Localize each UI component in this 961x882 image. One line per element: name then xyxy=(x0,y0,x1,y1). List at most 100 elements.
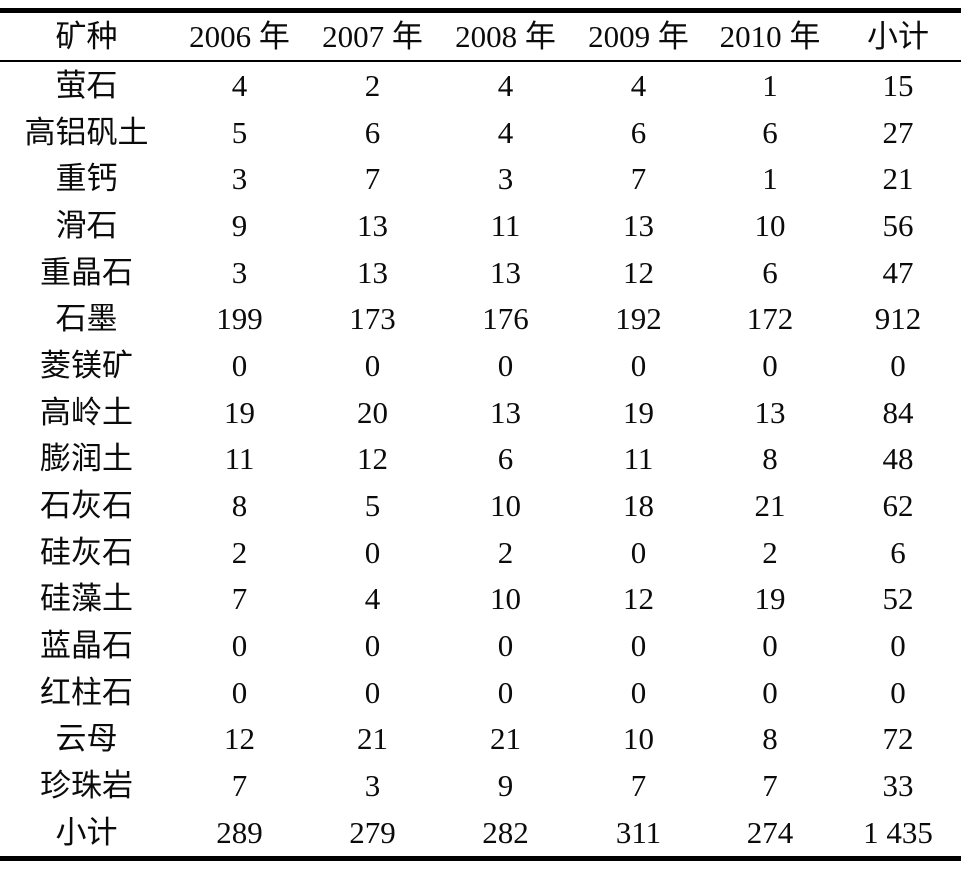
value-cell: 5 xyxy=(364,488,381,524)
value-cell: 47 xyxy=(882,254,914,290)
mineral-name-cell: 高岭土 xyxy=(40,394,133,430)
table-row: 蓝晶石 0 0 0 0 0 0 xyxy=(0,622,961,669)
value-cell: 10 xyxy=(490,581,521,617)
table-row: 高岭土 19 20 13 19 13 84 xyxy=(0,389,961,436)
mineral-name-cell: 石灰石 xyxy=(40,488,133,524)
table-row: 重晶石 3 13 13 12 6 47 xyxy=(0,249,961,296)
value-cell: 12 xyxy=(623,581,654,617)
value-cell: 173 xyxy=(349,301,396,337)
value-cell: 4 xyxy=(497,114,514,150)
value-cell: 18 xyxy=(623,488,654,524)
value-cell: 0 xyxy=(231,347,248,383)
value-cell: 0 xyxy=(497,347,514,383)
table-row: 云母 12 21 21 10 8 72 xyxy=(0,716,961,763)
value-cell: 3 xyxy=(231,161,248,197)
table-row: 硅藻土 7 4 10 12 19 52 xyxy=(0,576,961,623)
mineral-name-cell: 红柱石 xyxy=(40,674,133,710)
mineral-name-cell: 珍珠岩 xyxy=(40,768,133,804)
value-cell: 20 xyxy=(357,394,388,430)
header-mineral-type: 矿种 xyxy=(0,10,173,62)
value-cell: 6 xyxy=(890,534,906,570)
value-cell: 274 xyxy=(746,815,794,850)
value-cell: 282 xyxy=(482,815,529,850)
value-cell: 13 xyxy=(754,394,786,430)
header-year-2008: 2008 年 xyxy=(439,10,572,62)
mineral-name-cell: 小计 xyxy=(55,815,118,850)
value-cell: 11 xyxy=(623,441,654,477)
mineral-name-cell: 高铝矾土 xyxy=(24,114,149,150)
value-cell: 6 xyxy=(497,441,514,477)
value-cell: 912 xyxy=(874,301,922,337)
value-cell: 13 xyxy=(623,207,654,243)
table-body: 萤石 4 2 4 4 1 15 高铝矾土 5 6 4 6 6 27 重钙 3 7 3 7 1 21 滑石 9 13 11 13 10… xyxy=(0,61,961,859)
value-cell: 9 xyxy=(231,207,248,243)
value-cell: 21 xyxy=(754,488,786,524)
mineral-name-cell: 重钙 xyxy=(55,161,118,197)
mineral-name-cell: 滑石 xyxy=(55,207,118,243)
value-cell: 2 xyxy=(364,67,381,103)
mineral-name-cell: 云母 xyxy=(55,721,118,757)
value-cell: 0 xyxy=(231,674,248,710)
value-cell: 0 xyxy=(630,674,647,710)
value-cell: 4 xyxy=(364,581,381,617)
value-cell: 3 xyxy=(364,768,381,804)
value-cell: 12 xyxy=(357,441,388,477)
value-cell: 19 xyxy=(224,394,255,430)
value-cell: 7 xyxy=(762,768,778,804)
value-cell: 6 xyxy=(762,114,778,150)
value-cell: 13 xyxy=(357,254,388,290)
header-year-2009: 2009 年 xyxy=(572,10,705,62)
table-row: 高铝矾土 5 6 4 6 6 27 xyxy=(0,109,961,156)
value-cell: 199 xyxy=(216,301,263,337)
value-cell: 7 xyxy=(630,161,647,197)
value-cell: 1 xyxy=(762,161,778,197)
header-year-2010: 2010 年 xyxy=(705,10,835,62)
value-cell: 19 xyxy=(623,394,654,430)
value-cell: 10 xyxy=(623,721,654,757)
header-year-2006: 2006 年 xyxy=(173,10,306,62)
value-cell: 8 xyxy=(231,488,248,524)
value-cell: 311 xyxy=(615,815,662,850)
mineral-name-cell: 石墨 xyxy=(55,301,118,337)
value-cell: 279 xyxy=(349,815,396,850)
value-cell: 176 xyxy=(482,301,529,337)
mineral-name-cell: 重晶石 xyxy=(40,254,133,290)
value-cell: 2 xyxy=(231,534,248,570)
value-cell: 21 xyxy=(357,721,388,757)
value-cell: 13 xyxy=(357,207,388,243)
value-cell: 11 xyxy=(224,441,255,477)
value-cell: 172 xyxy=(746,301,794,337)
value-cell: 7 xyxy=(630,768,647,804)
value-cell: 4 xyxy=(231,67,248,103)
table-row: 菱镁矿 0 0 0 0 0 0 xyxy=(0,342,961,389)
table-row: 珍珠岩 7 3 9 7 7 33 xyxy=(0,762,961,809)
table-row: 石墨 199 173 176 192 172 912 xyxy=(0,295,961,342)
value-cell: 7 xyxy=(231,581,248,617)
value-cell: 48 xyxy=(882,441,914,477)
value-cell: 11 xyxy=(490,207,521,243)
table-row: 红柱石 0 0 0 0 0 0 xyxy=(0,669,961,716)
value-cell: 0 xyxy=(364,674,381,710)
value-cell: 6 xyxy=(762,254,778,290)
value-cell: 9 xyxy=(497,768,514,804)
header-subtotal: 小计 xyxy=(835,10,961,62)
value-cell: 13 xyxy=(490,394,521,430)
value-cell: 84 xyxy=(882,394,914,430)
value-cell: 0 xyxy=(364,628,381,664)
value-cell: 56 xyxy=(882,207,914,243)
value-cell: 2 xyxy=(762,534,778,570)
value-cell: 12 xyxy=(623,254,654,290)
value-cell: 6 xyxy=(364,114,381,150)
table-row: 滑石 9 13 11 13 10 56 xyxy=(0,202,961,249)
value-cell: 4 xyxy=(497,67,514,103)
value-cell: 3 xyxy=(497,161,514,197)
value-cell: 0 xyxy=(630,628,647,664)
value-cell: 0 xyxy=(762,628,778,664)
value-cell: 13 xyxy=(490,254,521,290)
header-row: 矿种 2006 年 2007 年 2008 年 2009 年 2010 年 小计 xyxy=(0,10,961,62)
value-cell: 3 xyxy=(231,254,248,290)
value-cell: 0 xyxy=(630,534,647,570)
value-cell: 15 xyxy=(882,67,914,103)
value-cell: 0 xyxy=(890,674,906,710)
table-row: 硅灰石 2 0 2 0 2 6 xyxy=(0,529,961,576)
